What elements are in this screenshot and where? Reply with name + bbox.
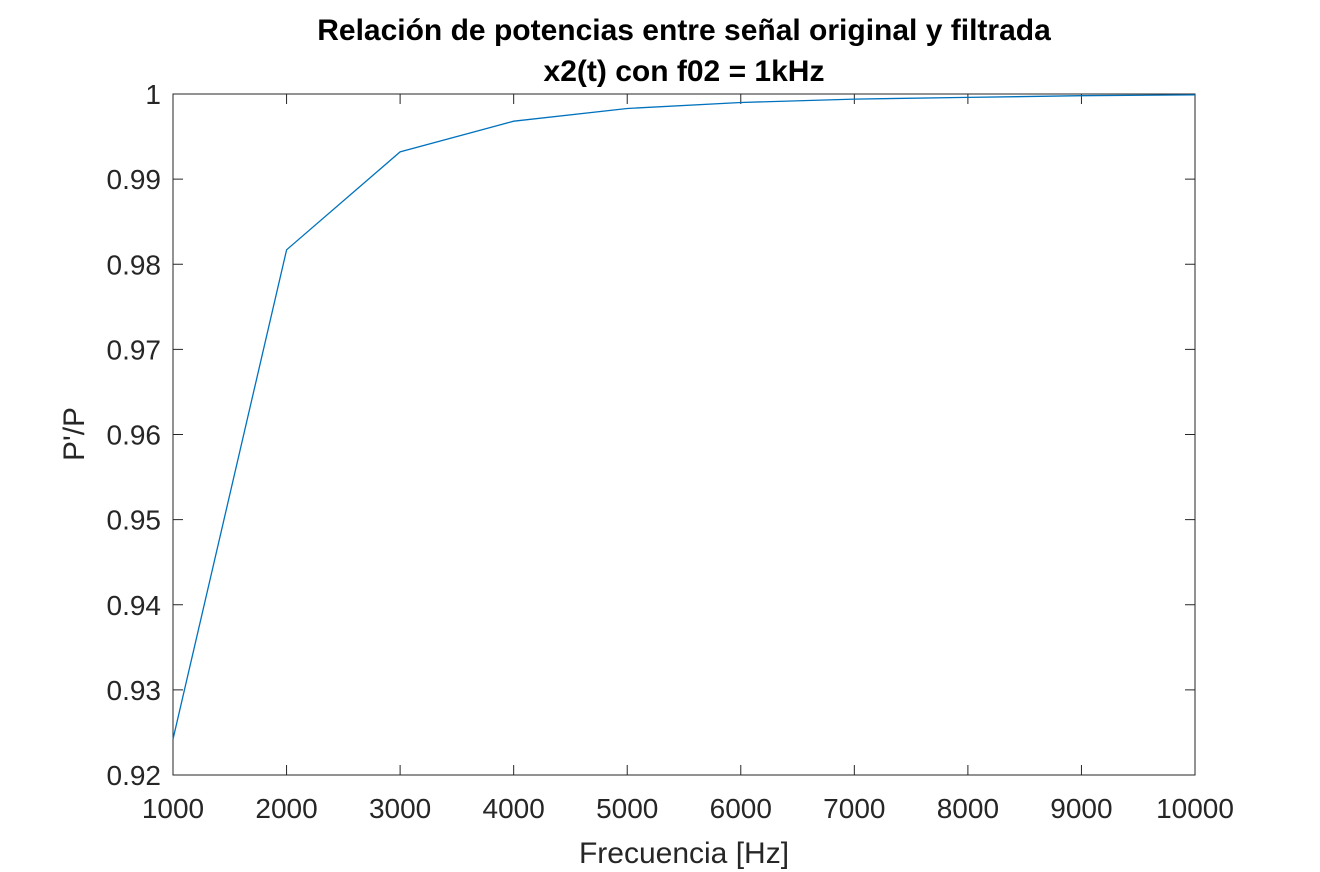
y-tick-label: 0.98 [107,249,162,280]
y-tick-label: 0.96 [107,420,162,451]
x-tick-label: 6000 [710,793,772,824]
y-tick-labels: 0.92 0.93 0.94 0.95 0.96 0.97 0.98 0.99 1 [107,79,162,791]
y-tick-label: 0.99 [107,164,162,195]
chart-title: Relación de potencias entre señal origin… [317,14,1051,47]
plot-area [172,93,1196,776]
x-tick-label: 9000 [1050,793,1112,824]
y-tick-label: 0.97 [107,334,162,365]
x-tick-labels: 1000 2000 3000 4000 5000 6000 7000 8000 9000 1000… [142,793,1234,824]
x-tick-label: 4000 [483,793,545,824]
x-tick-label: 3000 [369,793,431,824]
y-tick-label: 1 [145,79,161,110]
y-tick-label: 0.92 [107,760,162,791]
x-tick-label: 2000 [255,793,317,824]
y-axis-label: P'/P [58,407,91,461]
chart-subtitle: x2(t) con f02 = 1kHz [544,55,825,88]
x-axis-label: Frecuencia [Hz] [579,837,789,870]
y-tick-label: 0.95 [107,505,162,536]
x-tick-label: 7000 [823,793,885,824]
y-tick-label: 0.93 [107,675,162,706]
series-line [172,94,1196,740]
x-tick-label: 8000 [937,793,999,824]
y-tick-label: 0.94 [107,590,162,621]
x-tick-label: 1000 [142,793,204,824]
series-layer [172,94,1196,740]
x-tick-label: 10000 [1156,793,1234,824]
x-tick-label: 5000 [596,793,658,824]
